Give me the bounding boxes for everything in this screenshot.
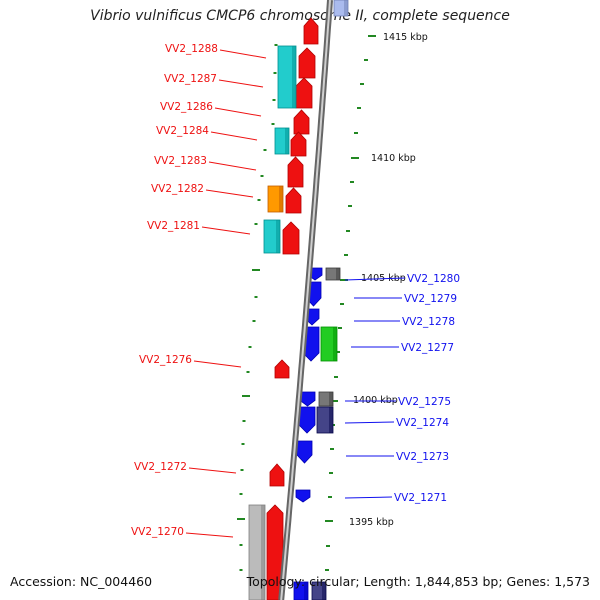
label-leader	[185, 532, 234, 538]
gene-box-green-edge	[333, 327, 337, 361]
gene-label-reverse: VV2_1273	[396, 451, 449, 463]
label-leader	[193, 360, 242, 368]
gene-arrow-forward	[282, 221, 300, 255]
gene-arrow-forward	[266, 504, 284, 600]
label-leader	[208, 161, 257, 171]
gene-arrow-forward	[274, 359, 290, 379]
gene-label-forward: VV2_1272	[134, 461, 187, 473]
label-leader	[344, 421, 395, 424]
gene-label-forward: VV2_1286	[160, 101, 213, 113]
gene-label-reverse: VV2_1271	[394, 492, 447, 504]
gene-arrow-forward	[285, 187, 302, 214]
gene-arrow-reverse	[296, 440, 313, 464]
gene-box-navy-edge	[322, 582, 326, 600]
gene-label-forward: VV2_1283	[154, 155, 207, 167]
gene-arrow-reverse	[295, 489, 311, 503]
gene-label-forward: VV2_1284	[156, 125, 209, 137]
gene-label-forward: VV2_1282	[151, 183, 204, 195]
gene-label-reverse: VV2_1279	[404, 293, 457, 305]
gene-box-orange-edge	[279, 186, 283, 212]
gene-box-lightgray-edge	[261, 505, 265, 600]
chromosome-backbone	[278, 0, 333, 600]
gene-box-gray-edge	[336, 268, 340, 280]
label-leader	[214, 107, 262, 117]
gene-label-forward: VV2_1288	[165, 43, 218, 55]
accession-text: Accession: NC_004460	[10, 574, 153, 589]
gene-label-reverse: VV2_1278	[402, 316, 455, 328]
gene-arrow-forward	[269, 463, 285, 487]
gene-arrow-forward	[303, 17, 319, 45]
gene-box-cyan-edge	[285, 128, 289, 154]
label-leader	[344, 496, 393, 499]
gene-features	[248, 0, 349, 600]
gene-arrow-forward	[290, 131, 307, 157]
label-leader	[188, 467, 237, 474]
gene-label-forward: VV2_1287	[164, 73, 217, 85]
gene-arrow-forward	[295, 77, 313, 109]
scale-label: 1410 kbp	[371, 153, 416, 164]
gene-box-navy-edge	[329, 407, 333, 433]
map-title: Vibrio vulnificus CMCP6 chromosome II, c…	[90, 8, 510, 24]
scale-label: 1395 kbp	[349, 517, 394, 528]
gene-arrow-forward	[298, 47, 316, 79]
label-leader	[205, 189, 254, 198]
gene-box-cyan-edge	[292, 46, 296, 108]
gene-arrow-reverse	[298, 406, 316, 434]
gene-label-forward: VV2_1276	[139, 354, 192, 366]
label-leader	[344, 277, 406, 281]
gene-label-forward: VV2_1270	[131, 526, 184, 538]
gene-label-forward: VV2_1281	[147, 220, 200, 232]
label-leader	[218, 79, 264, 88]
label-leader	[219, 49, 267, 59]
gene-box-gray-edge	[329, 392, 333, 406]
scale-label: 1415 kbp	[383, 32, 428, 43]
gene-box-edge	[344, 0, 348, 16]
gene-label-reverse: VV2_1274	[396, 417, 449, 429]
label-leader	[210, 131, 258, 141]
gene-label-reverse: VV2_1277	[401, 342, 454, 354]
gene-box-reverse-edge	[304, 582, 308, 600]
gene-arrow-forward	[293, 109, 310, 135]
topology-summary: Topology: circular; Length: 1,844,853 bp…	[246, 574, 590, 589]
gene-arrow-forward	[287, 156, 304, 188]
gene-label-reverse: VV2_1275	[398, 396, 451, 408]
backbone-highlight	[280, 0, 331, 600]
gene-arrow-reverse	[299, 391, 316, 407]
label-leader	[201, 226, 251, 235]
gene-box-cyan-edge	[276, 220, 280, 253]
gene-label-reverse: VV2_1280	[407, 273, 460, 285]
